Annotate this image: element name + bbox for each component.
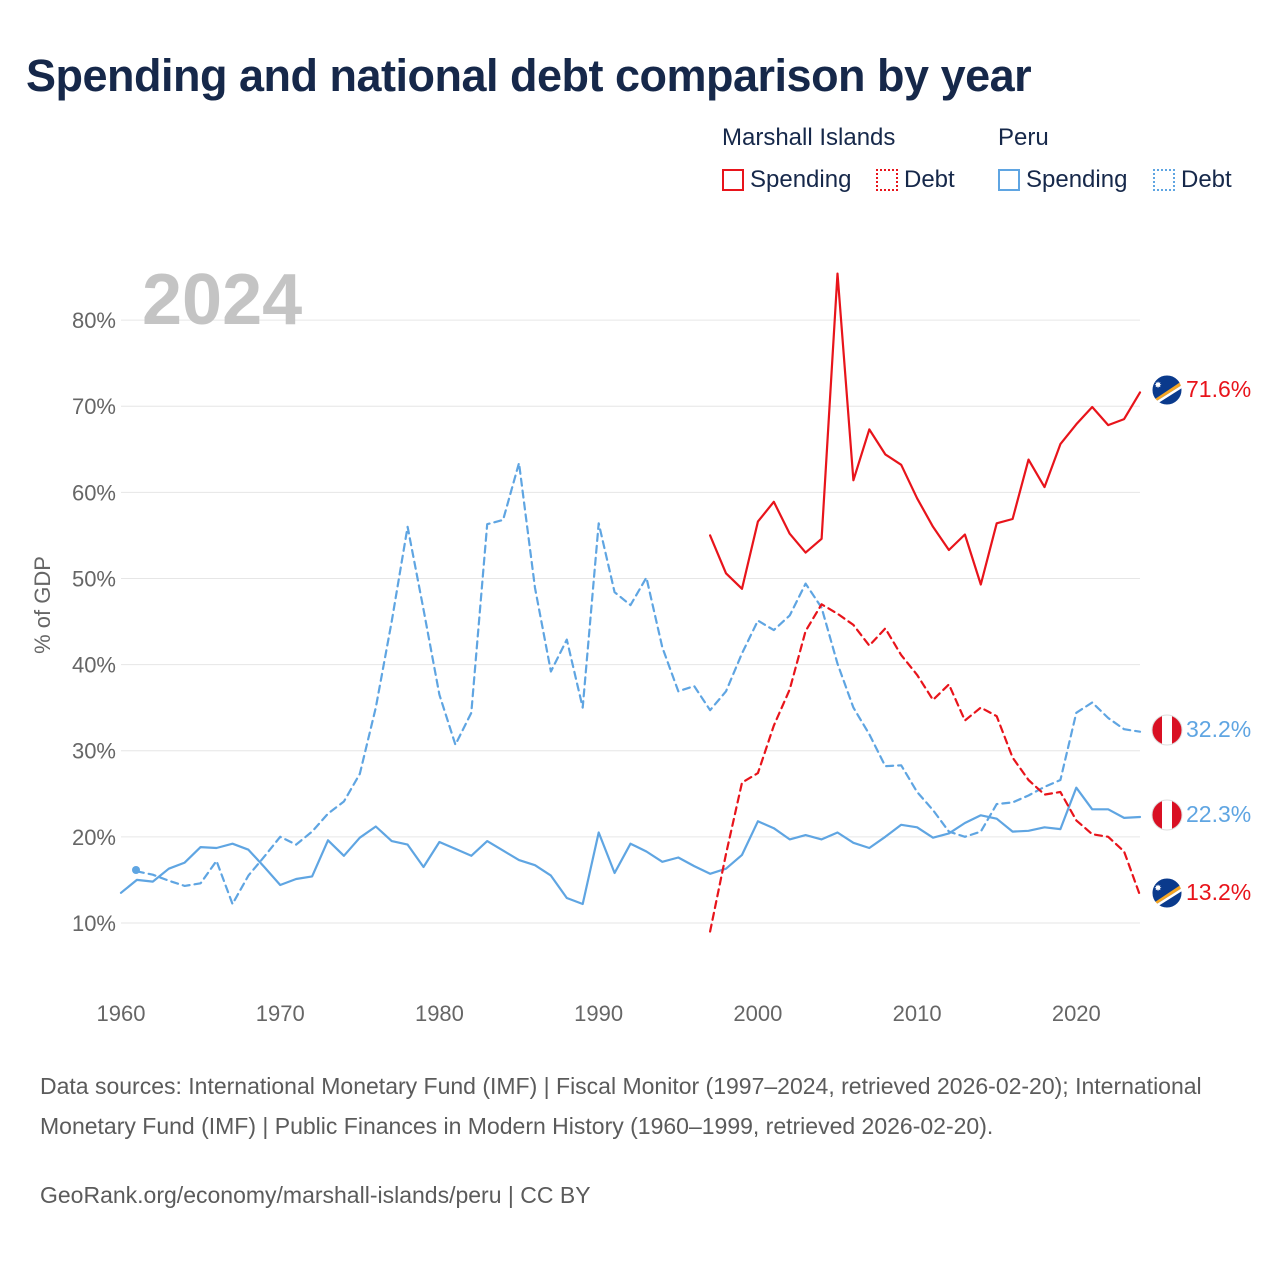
line-chart: 10% 20% 30% 40% 50% 60% 70% 80% 1960 1970 1980 1990… xyxy=(30,260,1251,1026)
chart-title: Spending and national debt comparison by… xyxy=(26,50,1032,101)
legend-item-marshall-islands-spending[interactable]: Spending xyxy=(722,166,851,194)
peru-flag-icon xyxy=(1151,799,1183,831)
legend-swatch-dotted xyxy=(1153,169,1175,191)
x-tick-label: 1980 xyxy=(415,1001,464,1026)
x-tick-label: 2010 xyxy=(893,1001,942,1026)
data-sources: Data sources: International Monetary Fun… xyxy=(40,1073,1202,1139)
y-tick-label: 40% xyxy=(72,653,116,678)
legend-item-peru-debt[interactable]: Debt xyxy=(1153,166,1232,194)
legend-item-peru-spending[interactable]: Spending xyxy=(998,166,1127,194)
peru-flag-icon xyxy=(1151,714,1183,746)
legend-group-marshall-islands: Marshall Islands xyxy=(722,124,896,151)
credit-link[interactable]: GeoRank.org/economy/marshall-islands/per… xyxy=(40,1182,591,1208)
legend-group-peru: Peru xyxy=(998,124,1049,151)
legend-label: Spending xyxy=(1026,166,1128,193)
y-axis-label: % of GDP xyxy=(30,556,55,654)
legend-swatch-dotted xyxy=(876,169,898,191)
legend-label: Debt xyxy=(904,166,955,193)
y-tick-label: 70% xyxy=(72,394,116,419)
legend-swatch-solid xyxy=(998,169,1020,191)
year-watermark: 2024 xyxy=(142,260,302,340)
y-tick-label: 60% xyxy=(72,480,116,505)
series-line-marshall-islands-debt[interactable] xyxy=(708,603,1142,933)
series-line-marshall-islands-spending[interactable] xyxy=(708,272,1142,590)
end-label-marshall-islands-debt: 13.2% xyxy=(1186,879,1251,905)
marshall-islands-flag-icon: ✸ xyxy=(1151,374,1183,406)
x-tick-label: 2000 xyxy=(733,1001,782,1026)
x-tick-label: 1990 xyxy=(574,1001,623,1026)
x-tick-label: 2020 xyxy=(1052,1001,1101,1026)
end-label-marshall-islands-spending: 71.6% xyxy=(1186,376,1251,402)
y-tick-label: 80% xyxy=(72,308,116,333)
x-tick-label: 1970 xyxy=(256,1001,305,1026)
legend-label: Spending xyxy=(750,166,852,193)
y-tick-label: 20% xyxy=(72,825,116,850)
svg-text:✸: ✸ xyxy=(1154,381,1162,391)
peru-debt-start-point xyxy=(132,866,140,874)
marshall-islands-flag-icon: ✸ xyxy=(1151,877,1183,909)
end-label-peru-debt: 32.2% xyxy=(1186,716,1251,742)
series-line-peru-debt[interactable] xyxy=(135,461,1142,906)
legend-swatch-solid xyxy=(722,169,744,191)
x-tick-label: 1960 xyxy=(97,1001,146,1026)
y-tick-label: 30% xyxy=(72,739,116,764)
legend-label: Debt xyxy=(1181,166,1232,193)
end-label-peru-spending: 22.3% xyxy=(1186,801,1251,827)
svg-text:✸: ✸ xyxy=(1154,884,1162,894)
legend-item-marshall-islands-debt[interactable]: Debt xyxy=(876,166,955,194)
y-tick-label: 10% xyxy=(72,911,116,936)
series-line-peru-spending[interactable] xyxy=(119,786,1142,906)
y-tick-label: 50% xyxy=(72,566,116,591)
